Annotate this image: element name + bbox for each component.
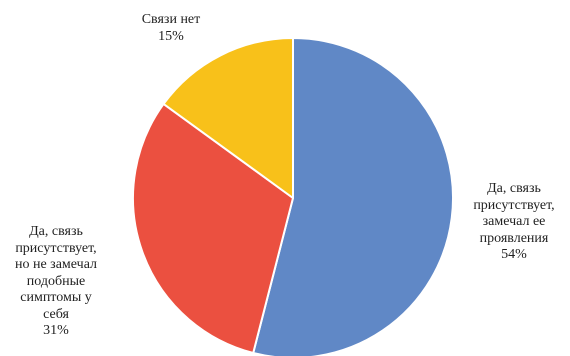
slice-percent: 54%	[501, 247, 527, 262]
slice-percent: 15%	[158, 28, 184, 44]
slice-label-yes-noticed: Да, связь присутствует, замечал ее прояв…	[458, 181, 570, 264]
slice-percent: 31%	[43, 323, 69, 338]
slice-name: себя	[43, 306, 69, 322]
slice-name: замечал ее	[482, 214, 546, 229]
slice-no-connection	[162, 37, 294, 199]
slice-label-no-connection: Связи нет 15%	[116, 12, 226, 45]
slice-label-yes-not-noticed: Да, связь присутствует, но не замечал по…	[0, 224, 112, 340]
slice-name: присутствует,	[15, 240, 97, 256]
slice-name: подобные	[26, 273, 86, 289]
slice-name: но не замечал	[14, 257, 98, 272]
slice-name: присутствует,	[473, 197, 555, 213]
slice-name: Да, связь	[487, 181, 541, 196]
slice-yes-noticed	[252, 37, 455, 356]
slice-yes-not-noticed	[132, 102, 294, 354]
slice-name: проявления	[479, 230, 549, 246]
slice-name: Да, связь	[29, 224, 83, 239]
slice-name: симптомы у	[20, 290, 92, 305]
slice-name: Связи нет	[141, 12, 201, 27]
